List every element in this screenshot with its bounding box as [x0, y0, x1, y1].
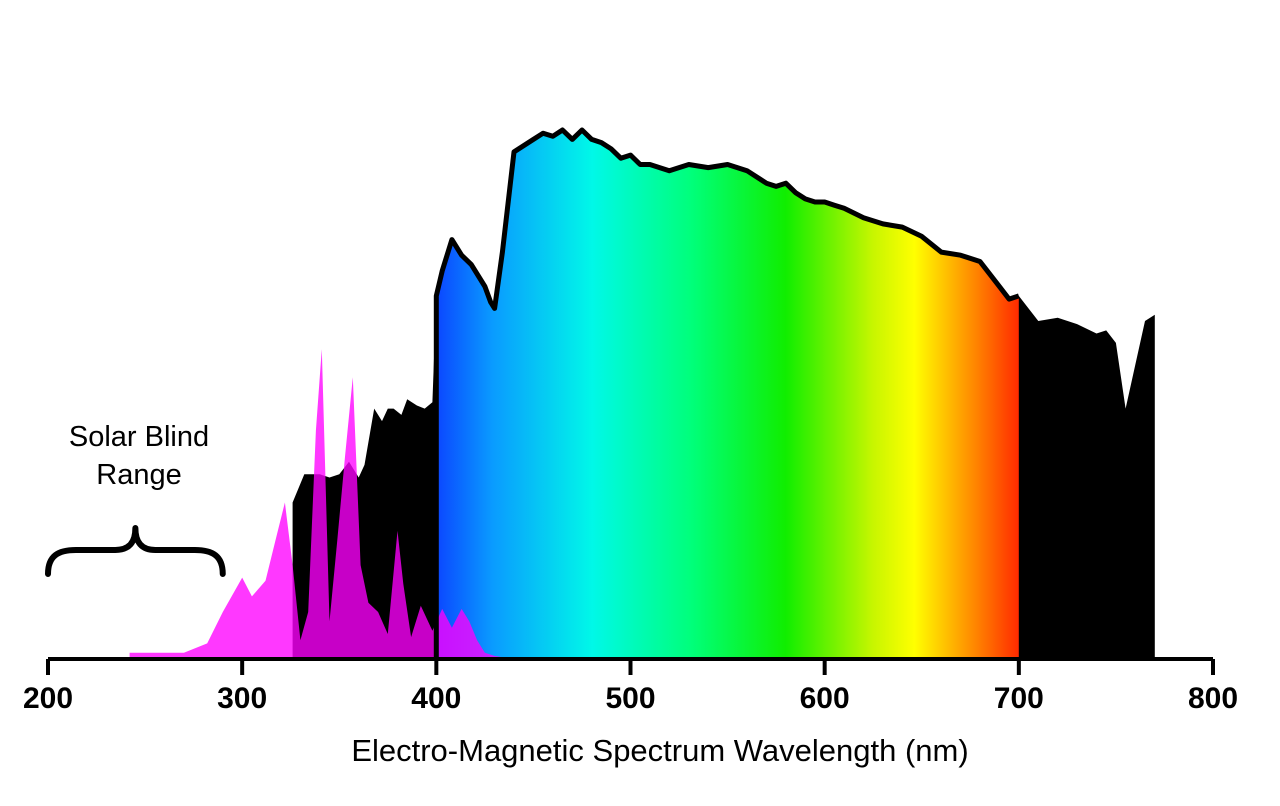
visible-spectrum-band — [436, 130, 1019, 659]
annotation-line-2: Range — [96, 459, 181, 491]
solar-blind-brace — [45, 525, 226, 577]
x-axis-ticks: 200 300 400 500 600 700 800 — [23, 659, 1238, 715]
x-tick-label-700: 700 — [994, 682, 1044, 715]
plot-area — [129, 127, 1155, 659]
series-magenta-emission — [129, 349, 514, 659]
x-tick-label-400: 400 — [411, 682, 461, 715]
x-tick-label-200: 200 — [23, 682, 73, 715]
spectrum-outline — [433, 127, 1020, 659]
x-tick-label-500: 500 — [605, 682, 655, 715]
x-tick-label-300: 300 — [217, 682, 267, 715]
solar-blind-annotation: Solar Blind Range — [45, 421, 226, 577]
x-tick-label-800: 800 — [1188, 682, 1238, 715]
x-axis-label: Electro-Magnetic Spectrum Wavelength (nm… — [351, 733, 968, 768]
annotation-line-1: Solar Blind — [69, 421, 209, 453]
x-axis: 200 300 400 500 600 700 800 Electro-Magnetic S… — [23, 657, 1238, 768]
x-tick-label-600: 600 — [800, 682, 850, 715]
